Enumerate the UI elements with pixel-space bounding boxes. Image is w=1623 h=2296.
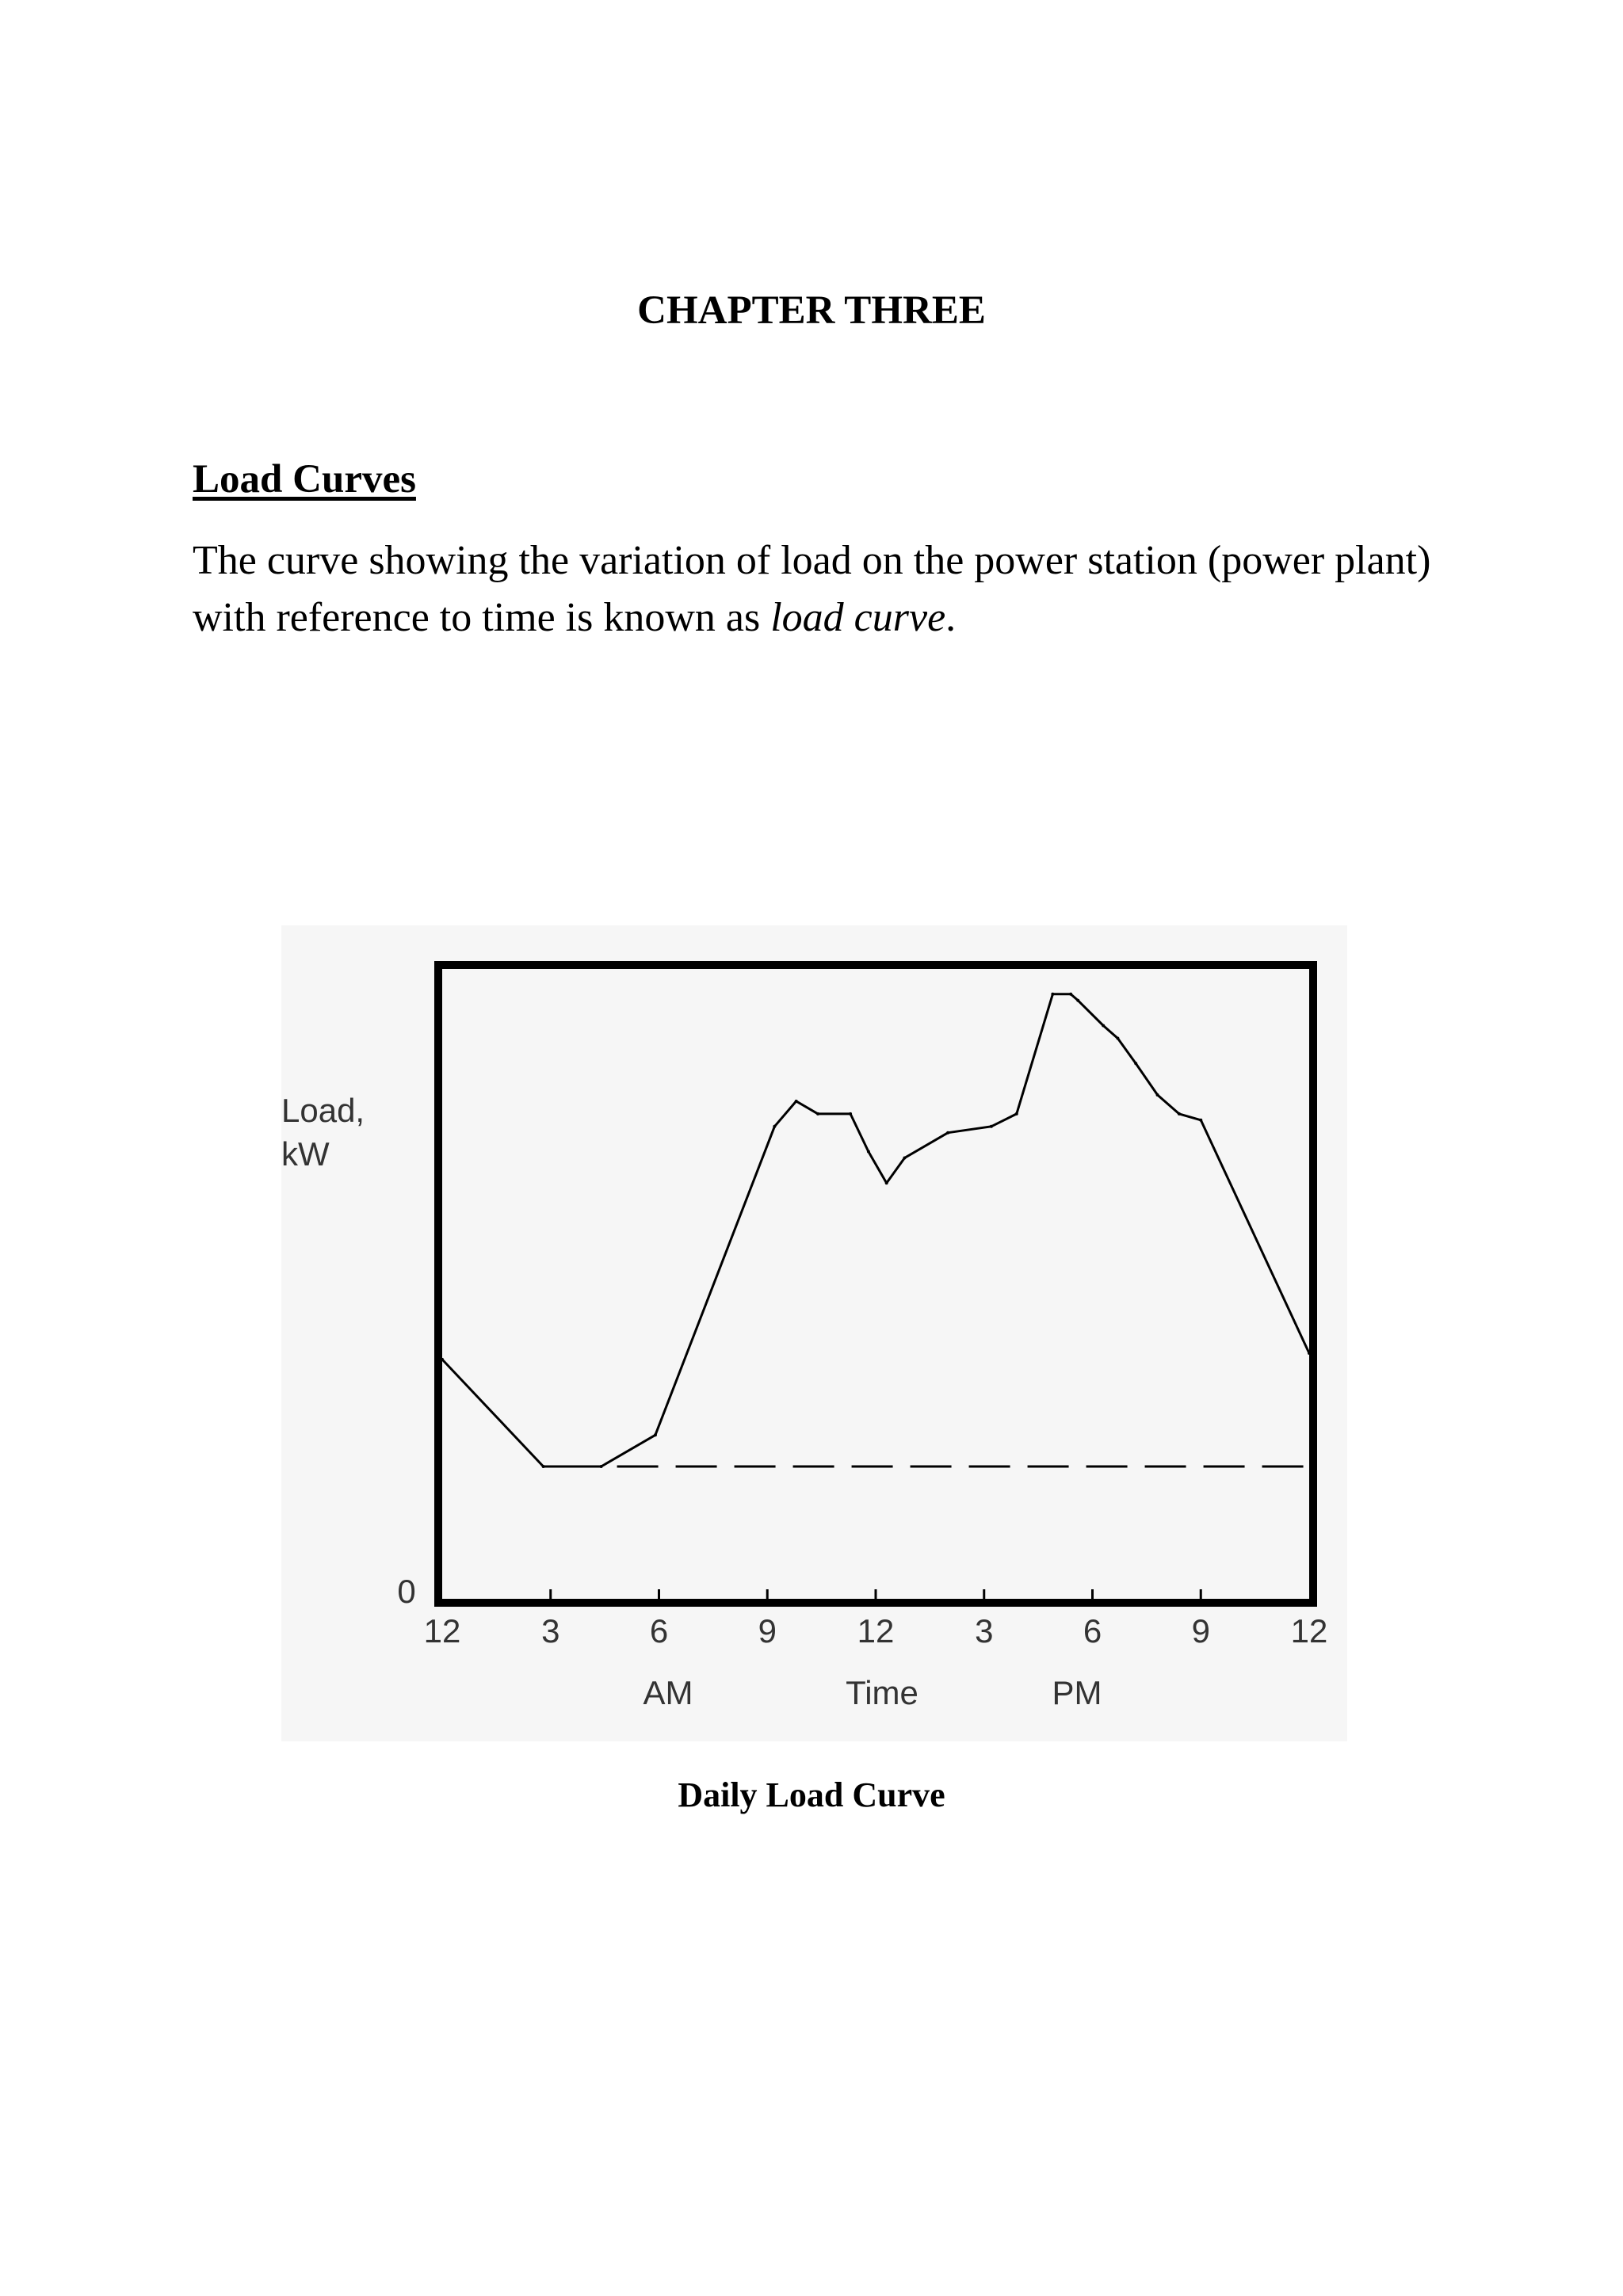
x-axis-tick-labels: 12 3 6 9 12 3 6 9 12 bbox=[424, 1612, 1328, 1650]
load-curve-point bbox=[1177, 1112, 1181, 1116]
x-axis-tick-label: 9 bbox=[1192, 1612, 1210, 1650]
load-curve-point bbox=[866, 1150, 870, 1154]
y-axis-label-line2: kW bbox=[281, 1135, 330, 1173]
load-curve-point bbox=[1069, 992, 1073, 996]
x-axis-tick-label: 9 bbox=[758, 1612, 777, 1650]
load-curve-point bbox=[1199, 1118, 1203, 1122]
chapter-title: CHAPTER THREE bbox=[637, 288, 986, 333]
x-axis-tick-label: 12 bbox=[1291, 1612, 1328, 1650]
load-curve-chart: Load, kW 0 12 3 6 9 12 3 6 9 12 AM Time PM bbox=[281, 961, 1328, 1711]
load-curve-point bbox=[1116, 1036, 1120, 1040]
chart-frame bbox=[434, 961, 1317, 1607]
load-curve-point bbox=[599, 1465, 603, 1469]
y-axis-label-line1: Load, bbox=[281, 1092, 365, 1129]
x-axis-tick-label: 12 bbox=[857, 1612, 895, 1650]
figure-caption: Daily Load Curve bbox=[678, 1775, 945, 1814]
x-axis-am-label: AM bbox=[643, 1674, 693, 1711]
x-axis-tick-label: 3 bbox=[975, 1612, 993, 1650]
x-axis-tick-label: 6 bbox=[650, 1612, 668, 1650]
x-axis-tick-label: 6 bbox=[1083, 1612, 1102, 1650]
load-curve-point bbox=[946, 1131, 950, 1135]
load-curve-point bbox=[794, 1099, 798, 1103]
x-axis-tick-label: 12 bbox=[424, 1612, 461, 1650]
load-curve-figure: Load, kW 0 12 3 6 9 12 3 6 9 12 AM Time PM bbox=[281, 925, 1347, 1741]
y-axis-zero-label: 0 bbox=[397, 1573, 415, 1610]
x-axis-tick-label: 3 bbox=[541, 1612, 559, 1650]
load-curve-point bbox=[1102, 1024, 1106, 1028]
load-curve-point bbox=[884, 1181, 888, 1185]
load-curve-point bbox=[1051, 992, 1055, 996]
load-curve-point bbox=[989, 1124, 993, 1128]
body-paragraph: The curve showing the variation of load … bbox=[193, 532, 1461, 646]
paragraph-term: load curve bbox=[770, 595, 946, 640]
load-curve-point bbox=[541, 1465, 545, 1469]
load-curve-point bbox=[903, 1156, 907, 1160]
x-axis-title: Time bbox=[846, 1674, 918, 1711]
load-curve-point bbox=[1134, 1062, 1138, 1066]
load-curve-point bbox=[653, 1433, 657, 1437]
load-curve-point bbox=[1076, 998, 1080, 1002]
load-curve-line bbox=[441, 993, 1311, 1468]
load-curve-point bbox=[849, 1112, 853, 1116]
section-heading: Load Curves bbox=[193, 457, 416, 502]
x-axis-ticks bbox=[549, 1589, 1202, 1600]
load-curve-point bbox=[1014, 1112, 1018, 1116]
load-curve-point bbox=[773, 1124, 777, 1128]
load-curve-points bbox=[441, 992, 1311, 1469]
paragraph-text-before: The curve showing the variation of load … bbox=[193, 538, 1431, 640]
paragraph-text-after: . bbox=[945, 595, 957, 640]
load-curve-point bbox=[1155, 1093, 1159, 1097]
load-curve-point bbox=[816, 1112, 820, 1116]
x-axis-pm-label: PM bbox=[1052, 1674, 1102, 1711]
